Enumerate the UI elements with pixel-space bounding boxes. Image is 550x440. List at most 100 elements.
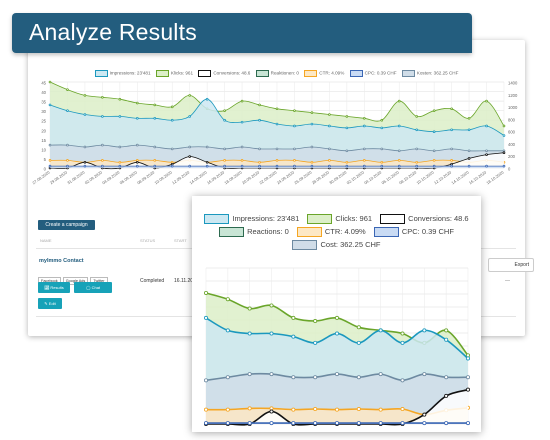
data-point-impressions [450, 128, 453, 132]
data-point-clicks [400, 331, 405, 336]
results-button[interactable]: 📈︎ Results [38, 282, 70, 293]
campaign-name-link[interactable]: myImmo Contact [39, 258, 84, 264]
data-point-clicks [101, 95, 104, 99]
legend-item-conversions[interactable]: Conversions: 48.6 [380, 212, 469, 225]
data-point-clicks [397, 99, 401, 103]
legend-item-impressions[interactable]: Impressions: 23'481 [204, 212, 299, 225]
chat-button[interactable]: ◯ Chat [74, 282, 112, 293]
legend-swatch [401, 70, 415, 77]
data-point-cpc [363, 164, 366, 168]
y-left-tick-label: 10 [41, 147, 46, 152]
x-tick-label: 27.08.2020 [31, 169, 51, 185]
legend-item-reactions[interactable]: Reactions: 0 [219, 225, 289, 238]
data-point-cost [450, 147, 453, 151]
data-point-cost [240, 145, 244, 149]
data-point-impressions [363, 124, 366, 128]
overview-legend-clicks[interactable]: Klicks: 961 [155, 70, 193, 77]
export-button[interactable]: Export [488, 258, 534, 272]
data-point-cost [188, 145, 191, 149]
data-point-cpc [205, 164, 209, 168]
y-right-tick-label: 200 [508, 154, 516, 159]
y-left-tick-label: 25 [41, 119, 46, 124]
data-point-impressions [380, 126, 384, 130]
data-point-clicks [188, 94, 191, 97]
data-point-cpc [380, 164, 384, 168]
data-point-impressions [345, 126, 349, 130]
data-point-impressions [225, 328, 230, 333]
x-tick-label: 02.09.2020 [84, 169, 104, 185]
data-point-impressions [465, 356, 470, 361]
data-point-ctr [345, 160, 349, 164]
data-point-cpc [485, 164, 488, 168]
data-point-cost [118, 145, 122, 149]
x-tick-label: 24.09.2020 [276, 169, 296, 185]
overview-legend-ctr[interactable]: CTR: 4.09% [304, 70, 344, 77]
data-point-cost [467, 149, 471, 153]
data-point-cpc [310, 164, 314, 168]
legend-item-cpc[interactable]: CPC: 0.39 CHF [373, 225, 454, 238]
data-point-clicks [415, 115, 418, 118]
overview-legend-impressions[interactable]: Impressions: 23'481 [94, 70, 151, 77]
data-point-impressions [66, 109, 69, 112]
data-point-cost [444, 375, 449, 380]
data-point-cpc [225, 421, 230, 426]
data-point-cpc [293, 164, 296, 168]
header-start: START [174, 238, 187, 243]
legend-swatch [307, 214, 333, 225]
data-point-clicks [450, 107, 453, 111]
data-point-cost [378, 372, 383, 377]
data-point-cost [400, 378, 405, 383]
data-point-cpc [258, 164, 261, 168]
data-point-impressions [48, 103, 52, 107]
legend-swatch [380, 214, 406, 225]
x-tick-label: 28.09.2020 [311, 169, 331, 185]
x-tick-label: 12.10.2020 [433, 169, 453, 185]
data-point-cost [485, 149, 488, 153]
data-point-cpc [465, 421, 470, 426]
y-left-tick-label: 15 [41, 138, 46, 143]
data-point-cost [291, 375, 296, 380]
data-point-impressions [415, 128, 418, 132]
chart-icon: 📈︎ [44, 285, 50, 290]
data-point-cpc [240, 164, 244, 168]
legend-item-cost[interactable]: Cost: 362.25 CHF [292, 238, 381, 251]
data-point-conversions [269, 409, 274, 414]
data-point-impressions [101, 115, 104, 118]
y-right-tick-label: 1200 [508, 93, 518, 98]
overview-legend-reactions[interactable]: Reaktionen: 0 [255, 70, 299, 77]
data-point-cost [293, 147, 296, 151]
x-tick-label: 22.09.2020 [258, 169, 278, 185]
x-tick-label: 16.09.2020 [206, 169, 226, 185]
pencil-icon: ✎ [44, 301, 48, 306]
data-point-cost [356, 375, 361, 380]
data-point-ctr [225, 407, 230, 412]
data-point-ctr [66, 159, 69, 162]
data-point-cpc [432, 164, 436, 168]
data-point-cpc [422, 421, 427, 426]
overview-chart: 45 40 35 30 25 20 15 10 5 0 1400 1200 1000 800 600 400 2… [31, 81, 518, 186]
data-point-cost [310, 145, 314, 149]
data-point-cost [345, 149, 349, 153]
x-tick-label: 14.10.2020 [450, 169, 470, 185]
overview-legend-cost[interactable]: Kosten: 362.25 CHF [401, 70, 458, 77]
data-point-ctr [432, 159, 436, 162]
overview-legend-cpc[interactable]: CPC: 0.39 CHF [349, 70, 397, 77]
data-point-cpc [328, 164, 331, 168]
data-point-clicks [203, 290, 208, 295]
data-point-cpc [415, 164, 418, 168]
data-point-clicks [225, 297, 230, 302]
legend-item-ctr[interactable]: CTR: 4.09% [296, 225, 366, 238]
data-point-cpc [153, 164, 157, 168]
overview-legend-conversions[interactable]: Conversions: 48.6 [198, 70, 250, 77]
x-tick-label: 31.08.2020 [66, 169, 86, 185]
data-point-clicks [66, 88, 69, 91]
create-campaign-button[interactable]: Create a campaign [38, 220, 95, 230]
data-point-clicks [310, 111, 314, 114]
data-point-cpc [118, 164, 122, 168]
legend-item-clicks[interactable]: Clicks: 961 [307, 212, 372, 225]
data-point-ctr [48, 159, 52, 162]
data-point-clicks [363, 117, 366, 120]
edit-button[interactable]: ✎ Edit [38, 298, 62, 309]
legend-swatch [94, 70, 108, 77]
data-point-ctr [356, 407, 361, 412]
